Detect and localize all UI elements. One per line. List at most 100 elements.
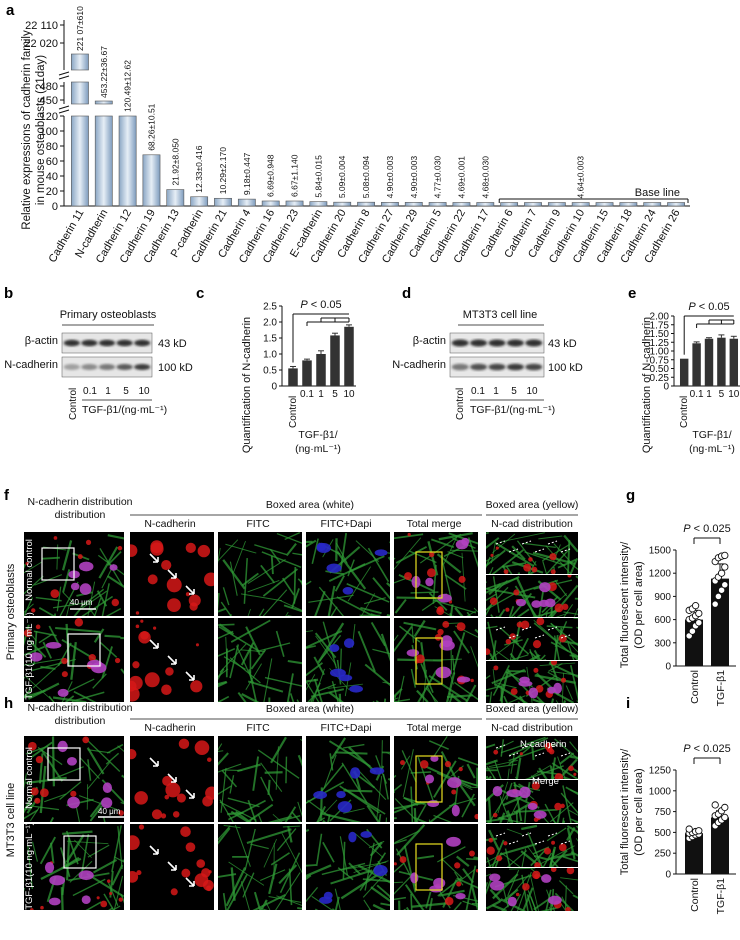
actin-fiber [268,863,278,895]
actin-fiber [520,850,538,865]
micrograph-content [24,825,124,910]
data-point [714,592,723,601]
actin-fiber [52,696,87,702]
actin-fiber [80,833,90,878]
actin-fiber [354,832,384,858]
actin-fiber [499,795,511,823]
data-point [721,803,729,812]
junction-outline [521,626,532,631]
ncad-signal [153,626,157,630]
actin-fiber [565,685,574,700]
bar [571,202,590,207]
actin-fiber [466,610,477,616]
ncad-signal [566,868,575,875]
actin-fiber [534,845,575,867]
actin-fiber [533,622,569,652]
nucleus [109,564,118,571]
ncad-signal [515,892,520,897]
actin-fiber [569,818,578,823]
ncad-signal [130,835,140,851]
actin-fiber [376,884,390,898]
actin-fiber [287,659,302,665]
blot-d-lane-1: 0.1 [471,386,485,397]
value-label: 4.90±0.003 [385,156,395,199]
y-tick-label: 0.50 [650,364,670,375]
western-band [451,339,469,347]
actin-fiber [466,857,478,861]
actin-fiber [330,737,347,760]
ncad-signal [496,855,503,862]
actin-fiber [433,760,457,798]
bar [330,335,340,386]
actin-fiber [501,562,527,568]
actin-fiber [314,908,319,910]
actin-fiber [86,747,105,775]
nucleus [350,767,361,779]
actin-fiber [79,795,119,811]
ncad-signal [144,672,160,688]
actin-fiber [220,767,227,813]
junction-outline [534,634,545,639]
actin-fiber [382,773,389,800]
axis-break-mark [58,75,70,80]
junction-outline [495,744,506,749]
actin-fiber [111,825,122,872]
ncad-signal [444,761,452,768]
panel-letter-f: f [4,487,10,504]
actin-fiber [569,664,578,702]
actin-fiber [499,626,520,645]
actin-fiber [411,623,415,643]
nucleus [57,688,69,697]
nucleus [553,682,562,694]
actin-fiber [370,613,380,616]
actin-fiber [327,683,363,689]
actin-fiber [514,585,538,617]
actin-fiber [228,799,266,821]
actin-fiber [260,907,268,910]
x-tick-label: 10 [728,389,740,400]
actin-fiber [491,904,507,911]
actin-fiber [293,566,297,604]
actin-fiber [343,808,365,814]
actin-fiber [521,824,538,831]
actin-fiber [516,608,530,617]
ncad-signal [394,862,397,866]
actin-fiber [61,856,80,870]
actin-fiber [237,691,247,702]
actin-fiber [555,612,569,617]
western-blot-mt3t3: MT3T3 cell line β-actin N-cadherin 43 kD… [392,309,583,420]
actin-fiber [382,681,390,685]
quantification-chart-c: Quantification of N-cadherin 0 0.5 1.0 1.5 2… [241,299,356,455]
nucleus [29,652,43,662]
y-tick-label: 1500 [649,546,672,557]
actin-fiber [330,606,338,616]
h-sub-header-fitc: FITC [246,722,270,734]
nucleus [446,836,461,847]
actin-fiber [267,815,292,822]
nucleus [79,561,94,572]
actin-fiber [31,841,38,862]
actin-fiber [574,820,578,823]
value-label: 5.08±0.094 [361,155,371,198]
ncad-signal [82,736,90,744]
actin-fiber [244,828,256,871]
nucleus [548,895,562,905]
x-tick-label: TGF-β1 [715,878,727,915]
y-tick-label: 0 [52,201,58,213]
actin-fiber [496,682,517,689]
blot-b-row-ncad: N-cadherin [4,359,58,371]
nucleus [455,892,466,900]
ncad-signal [96,896,100,900]
actin-fiber [89,800,104,818]
h-col-header-3: Boxed area (yellow) [486,703,579,715]
h-col-header-2: Boxed area (white) [266,703,354,715]
actin-fiber [372,700,375,702]
ncad-signal [118,897,123,902]
actin-fiber [554,579,568,597]
ncad-signal [170,888,178,896]
ncad-signal [188,594,201,607]
f-sub-header-ncad: N-cadherin [144,518,196,530]
bar [237,198,256,207]
actin-fiber [503,695,509,703]
ncad-signal [532,640,542,649]
